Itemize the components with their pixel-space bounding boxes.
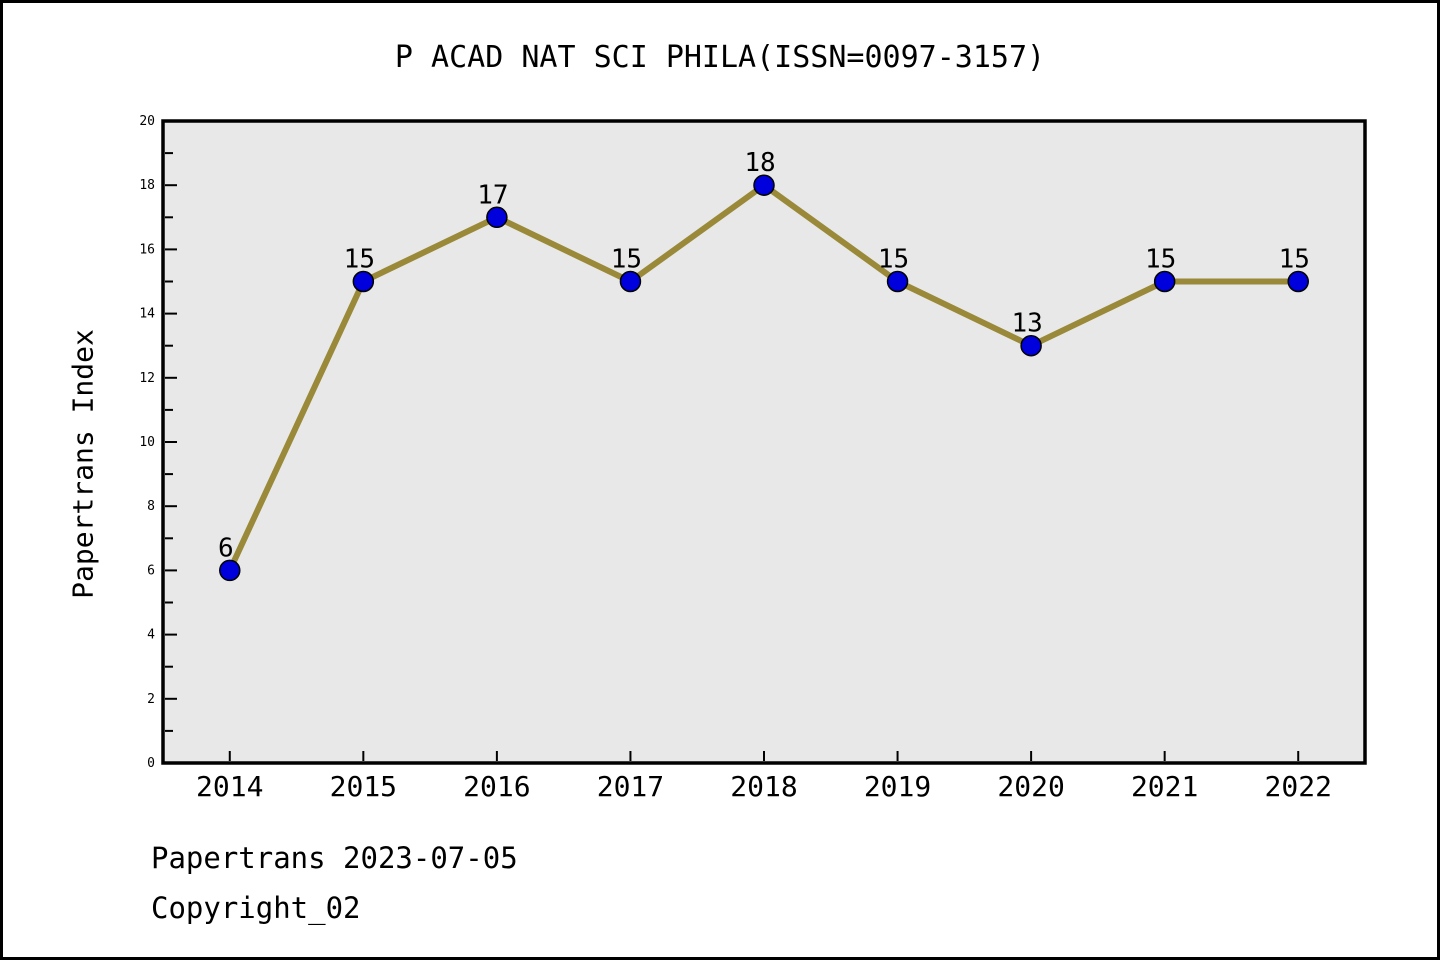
footer-copyright: Copyright_02 xyxy=(151,891,361,925)
y-tick-label: 4 xyxy=(147,628,155,643)
data-point-label: 13 xyxy=(1011,309,1042,339)
x-tick-label: 2019 xyxy=(864,770,931,803)
y-tick-label: 20 xyxy=(139,114,155,129)
x-tick-label: 2020 xyxy=(997,770,1064,803)
data-point-label: 18 xyxy=(744,148,775,178)
x-tick-label: 2022 xyxy=(1265,770,1332,803)
y-tick-label: 0 xyxy=(147,756,155,771)
footer-date: Papertrans 2023-07-05 xyxy=(151,841,518,875)
data-point xyxy=(619,270,642,293)
data-point xyxy=(1020,334,1042,357)
data-point xyxy=(886,270,909,293)
y-tick-label: 16 xyxy=(139,242,155,257)
data-point xyxy=(219,559,241,582)
data-point-label: 15 xyxy=(1279,245,1310,275)
plot-area xyxy=(161,119,1367,765)
data-point-label: 15 xyxy=(1145,245,1176,275)
x-tick-label: 2014 xyxy=(196,770,263,803)
data-point-label: 15 xyxy=(878,245,909,275)
data-point-label: 15 xyxy=(611,245,642,275)
y-tick-label: 12 xyxy=(139,371,155,386)
data-point-label: 6 xyxy=(218,533,234,563)
data-point xyxy=(1287,270,1309,293)
y-tick-label: 14 xyxy=(139,307,155,322)
x-tick-label: 2021 xyxy=(1131,770,1198,803)
data-point xyxy=(486,206,508,229)
y-tick-label: 18 xyxy=(139,178,155,193)
y-tick-label: 6 xyxy=(147,563,155,578)
y-tick-label: 8 xyxy=(147,499,155,514)
y-tick-label: 10 xyxy=(139,435,155,450)
line-chart: 0 2 4 6 8 10 12 14 16 18 20 2014 2015 2016 2017 2018 201… xyxy=(139,114,1367,803)
x-tick-label: 2018 xyxy=(730,770,797,803)
x-tick-label: 2017 xyxy=(597,770,664,803)
x-tick-label: 2016 xyxy=(463,770,530,803)
y-tick-label: 2 xyxy=(147,692,155,707)
chart-title: P ACAD NAT SCI PHILA(ISSN=0097-3157) xyxy=(394,40,1046,75)
data-point xyxy=(1153,270,1176,293)
data-point xyxy=(753,174,775,196)
data-point-label: 15 xyxy=(344,245,375,275)
data-point-label: 17 xyxy=(477,180,508,210)
x-tick-label: 2015 xyxy=(330,770,397,803)
data-point xyxy=(352,270,375,293)
